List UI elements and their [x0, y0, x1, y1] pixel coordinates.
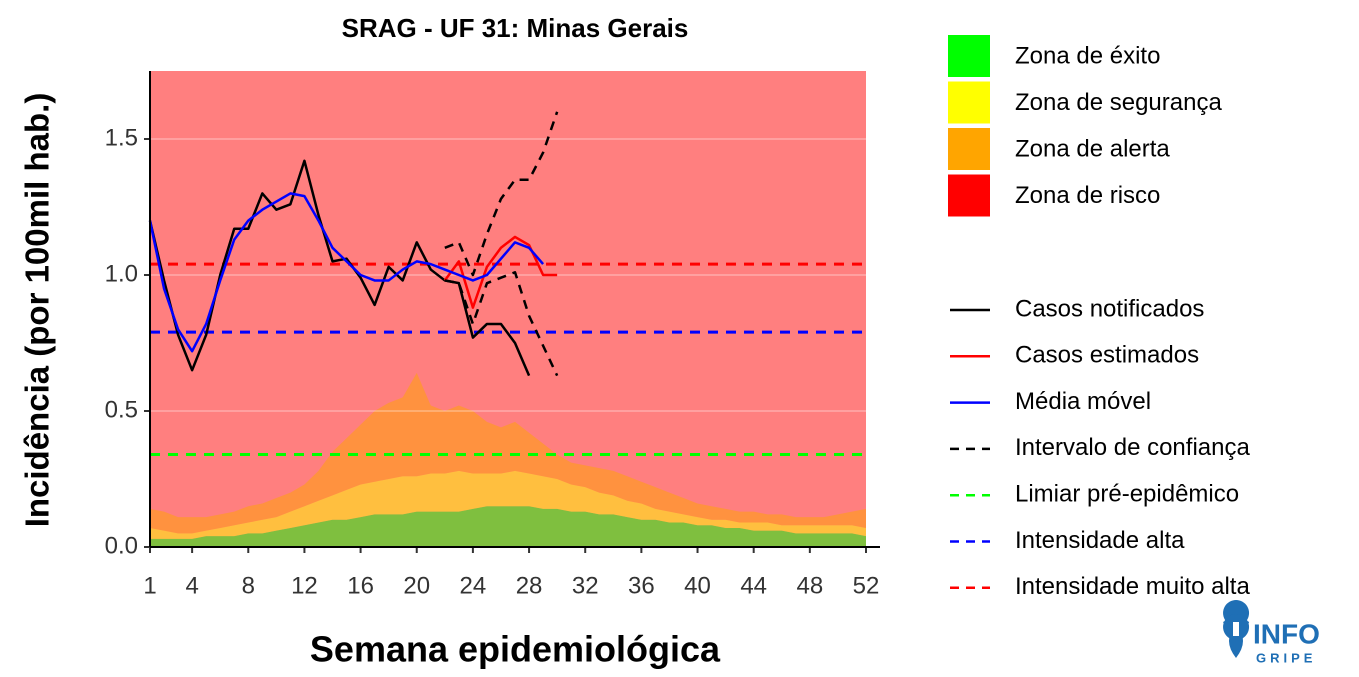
x-tick-label: 12 — [291, 572, 318, 599]
logo-top: INFO — [1253, 618, 1320, 649]
legend-label: Intensidade alta — [1015, 527, 1185, 554]
x-tick-label: 36 — [628, 572, 655, 599]
y-tick-label: 1.5 — [105, 124, 138, 151]
x-tick-label: 28 — [516, 572, 543, 599]
x-axis-label: Semana epidemiológica — [310, 629, 721, 670]
zone-area — [150, 372, 866, 534]
legend-label: Intervalo de confiança — [1015, 434, 1250, 461]
legend-swatch — [948, 35, 990, 77]
x-tick-label: 8 — [242, 572, 255, 599]
x-tick-label: 52 — [853, 572, 880, 599]
x-tick-label: 1 — [143, 572, 156, 599]
lines-layer — [148, 111, 866, 457]
legend-label: Zona de alerta — [1015, 135, 1170, 162]
zone-area — [150, 506, 866, 547]
x-tick-label: 44 — [740, 572, 767, 599]
legend-label: Intensidade muito alta — [1015, 573, 1250, 600]
legend-swatch — [948, 128, 990, 170]
legend-label: Zona de segurança — [1015, 89, 1222, 116]
logo-pin-mark — [1233, 622, 1239, 636]
legend-label: Limiar pré-epidêmico — [1015, 481, 1239, 508]
x-tick-label: 4 — [185, 572, 198, 599]
x-tick-label: 20 — [403, 572, 430, 599]
legend-label: Zona de risco — [1015, 182, 1160, 209]
legend-label: Casos notificados — [1015, 295, 1204, 322]
legend: Zona de éxito Zona de segurança Zona de al… — [948, 35, 1250, 600]
logo: INFO GRIPE — [1223, 600, 1320, 665]
x-tick-label: 32 — [572, 572, 599, 599]
legend-swatch — [948, 174, 990, 217]
legend-label: Zona de éxito — [1015, 42, 1160, 69]
x-tick-label: 24 — [460, 572, 487, 599]
series-line — [444, 111, 559, 277]
y-tick-label: 0.5 — [105, 396, 138, 423]
x-tick-label: 40 — [684, 572, 711, 599]
y-tick-label: 0.0 — [105, 532, 138, 559]
zone-area — [150, 470, 866, 539]
series-line — [444, 271, 559, 377]
y-axis-label: Incidência (por 100mil hab.) — [19, 93, 56, 528]
y-tick-label: 1.0 — [105, 260, 138, 287]
x-tick-label: 16 — [347, 572, 374, 599]
axes-layer: 0.00.51.01.51 4 8 12 16 20 24 28 32 36 40 44 48 52 — [105, 71, 880, 599]
legend-label: Média móvel — [1015, 388, 1151, 415]
zones-layer — [150, 71, 866, 547]
series-line — [148, 192, 545, 353]
legend-swatch — [948, 81, 990, 124]
logo-bottom: GRIPE — [1256, 650, 1316, 665]
x-tick-label: 48 — [796, 572, 823, 599]
chart-title: SRAG - UF 31: Minas Gerais — [342, 13, 689, 43]
legend-label: Casos estimados — [1015, 342, 1199, 369]
